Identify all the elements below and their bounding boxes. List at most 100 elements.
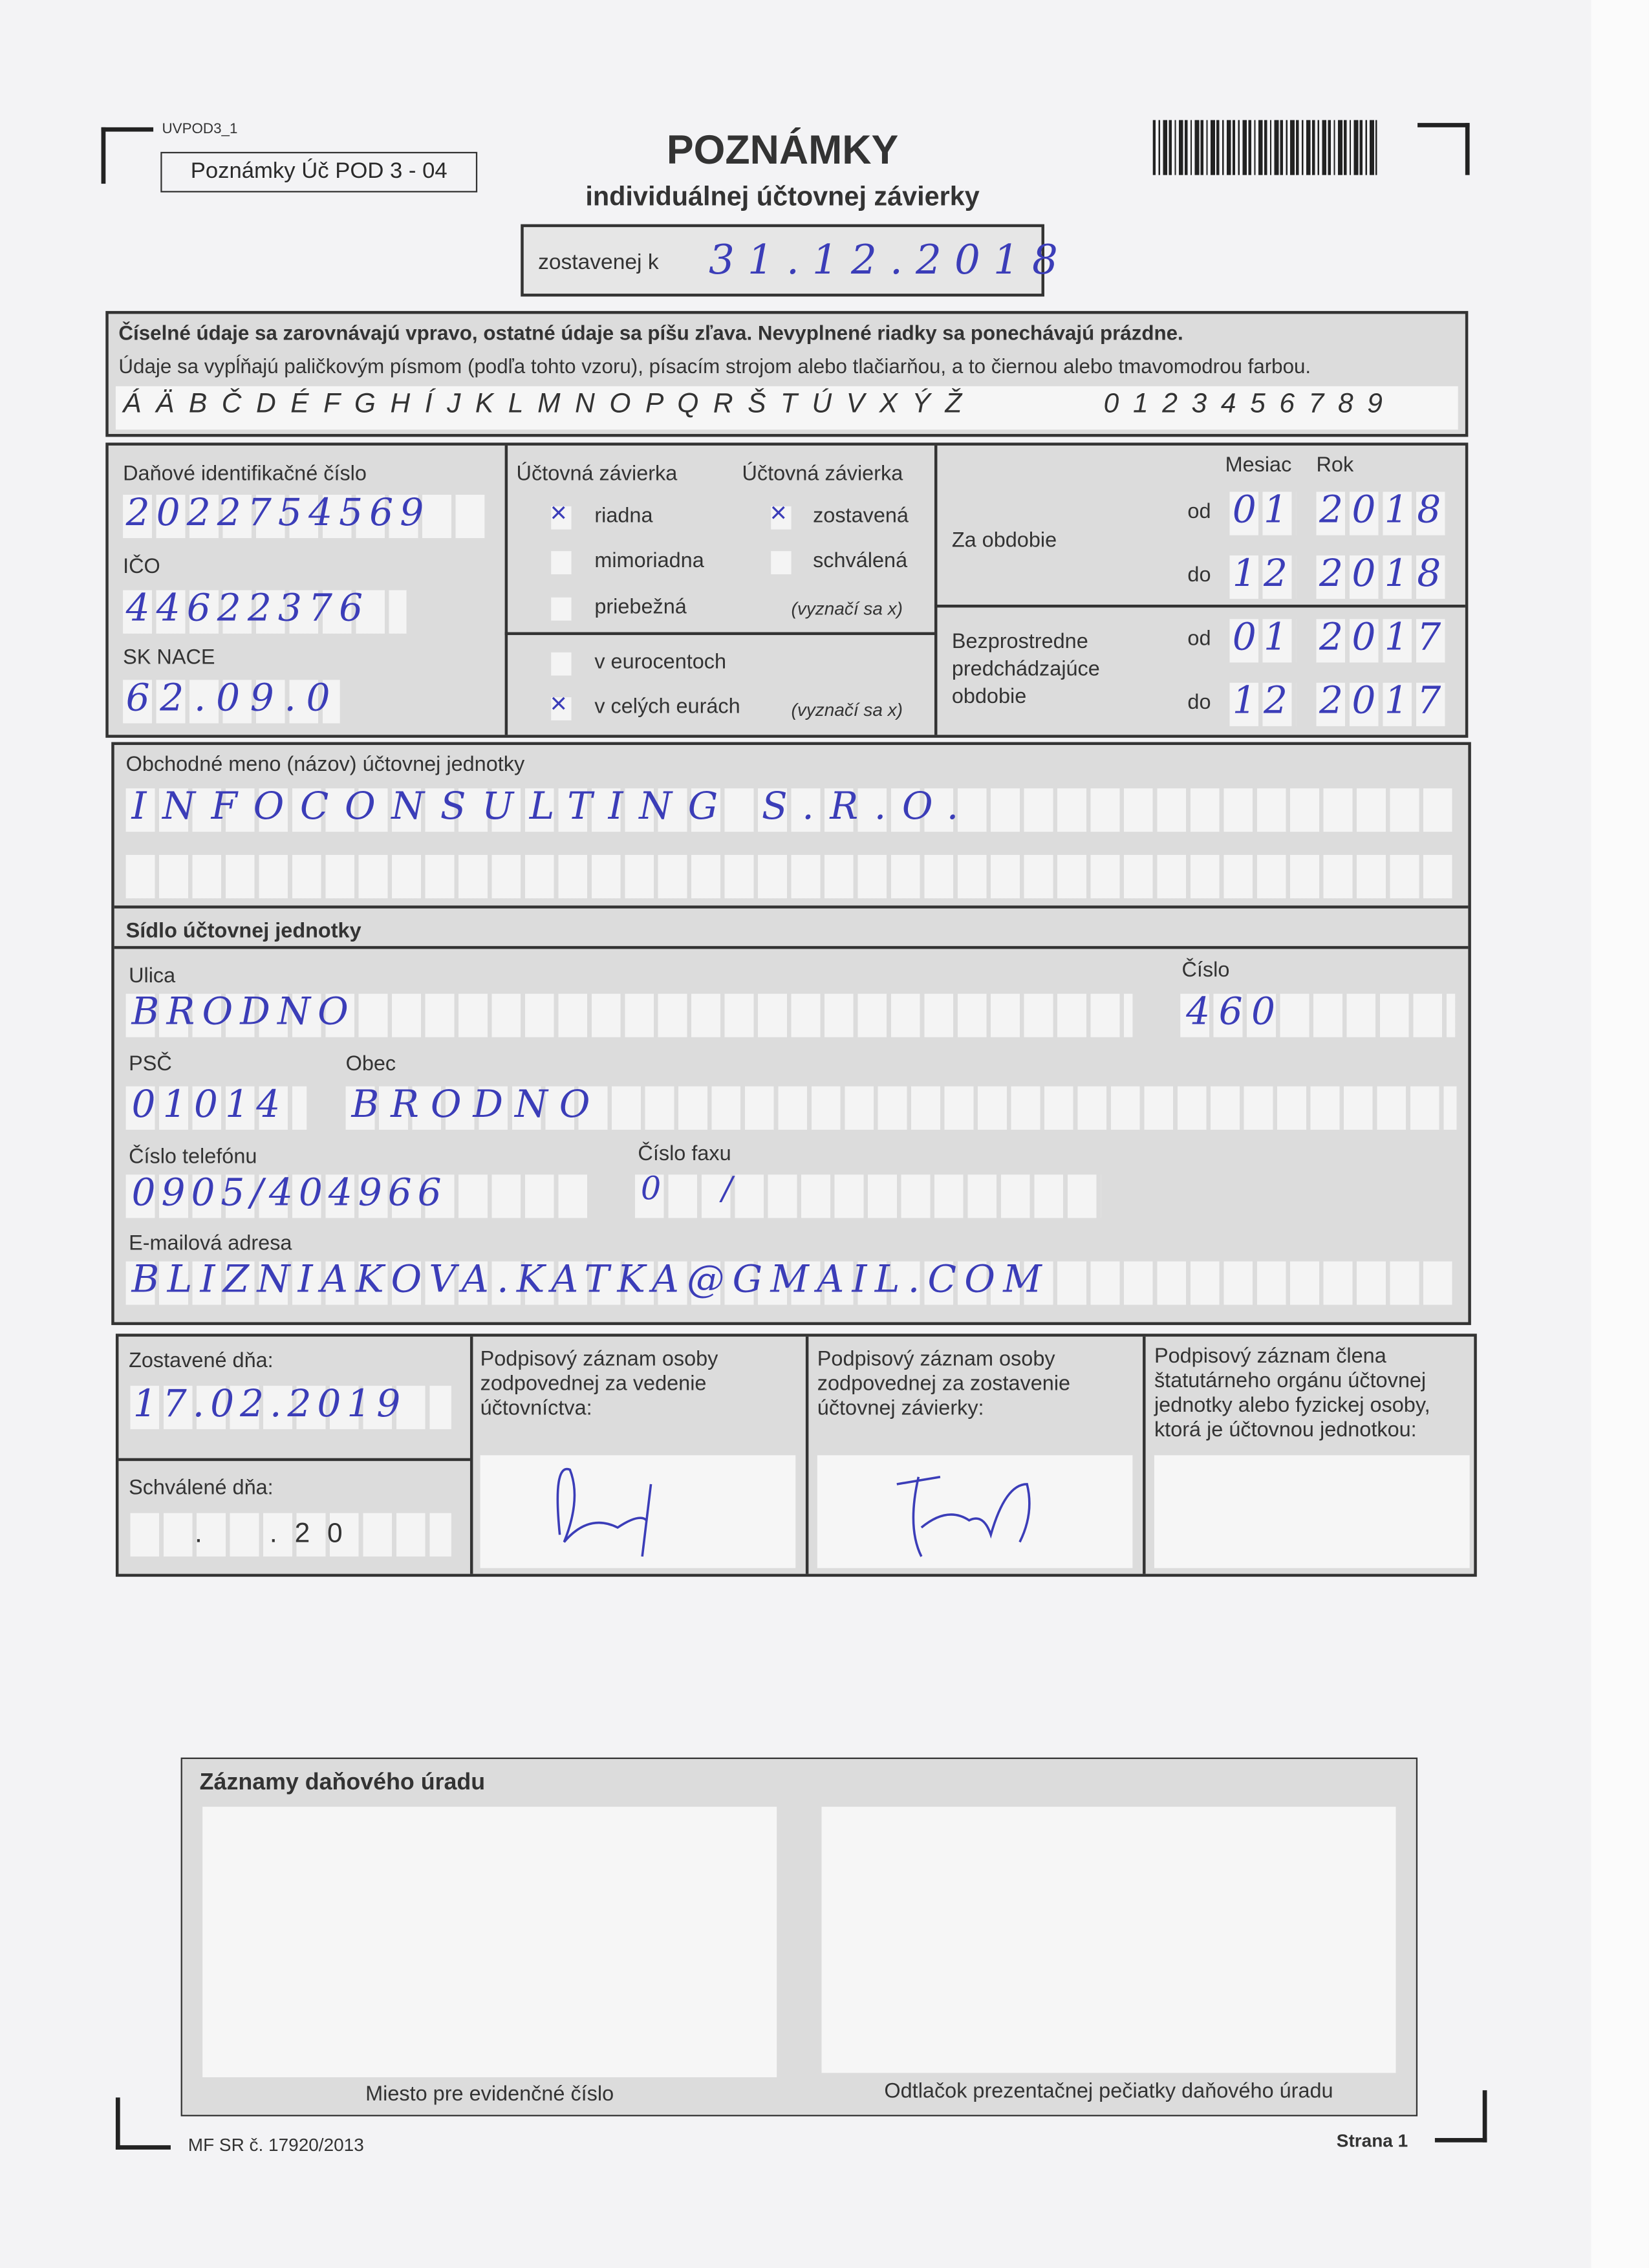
euro-label: v celých eurách <box>594 695 740 719</box>
signature-scribble <box>556 1467 652 1557</box>
page-number: Strana 1 <box>1336 2130 1408 2152</box>
prev-from-month[interactable]: 01 <box>1229 616 1297 663</box>
tax-office-box: Záznamy daňového úradu Miesto pre eviden… <box>180 1757 1418 2117</box>
statement-state-title: Účtovná závierka <box>742 462 903 486</box>
compiled-date-box: zostavenej k 31.12.2018 <box>521 224 1058 297</box>
sig2-area <box>817 1455 1133 1568</box>
corner-mark <box>1417 123 1470 175</box>
nace-field[interactable]: 62.09.0 <box>123 677 340 724</box>
signature-scribble <box>896 1476 1031 1557</box>
compiled-on-label: Zostavené dňa: <box>129 1349 274 1373</box>
zostavena-label: zostavená <box>813 504 909 528</box>
to-label: do <box>1187 691 1211 715</box>
zip-field[interactable]: 01014 <box>125 1083 307 1130</box>
page-subtitle: individuálnej účtovnej závierky <box>585 180 980 211</box>
instructions-box: Číselné údaje sa zarovnávajú vpravo, ost… <box>105 310 1469 437</box>
mark-note: (vyznačí sa x) <box>791 599 903 620</box>
approved-on-field[interactable]: . .20 <box>130 1513 451 1557</box>
street-field[interactable]: BRODNO <box>125 991 1133 1037</box>
registration-number-area <box>202 1806 777 2078</box>
city-field[interactable]: BRODNO <box>345 1083 1457 1130</box>
page-title: POZNÁMKY <box>666 127 899 173</box>
corner-mark <box>115 2097 171 2150</box>
identification-box: Daňové identifikačné číslo 2022754569 IČ… <box>105 442 1469 738</box>
email-label: E-mailová adresa <box>129 1232 292 1256</box>
city-label: Obec <box>345 1053 396 1077</box>
current-from-month[interactable]: 01 <box>1229 489 1297 535</box>
sig1-area <box>480 1455 796 1568</box>
statement-type-title: Účtovná závierka <box>516 462 678 486</box>
zostavena-checkbox[interactable]: × <box>770 497 792 530</box>
phone-label: Číslo telefónu <box>129 1145 257 1169</box>
current-to-month[interactable]: 12 <box>1229 552 1297 599</box>
prev-from-year[interactable]: 2017 <box>1316 616 1450 663</box>
instructions-line2: Údaje sa vypĺňajú paličkovým písmom (pod… <box>118 354 1311 378</box>
sig3-area <box>1154 1455 1470 1568</box>
approved-on-label: Schválené dňa: <box>129 1476 274 1500</box>
corner-mark <box>101 127 154 184</box>
to-label: do <box>1187 564 1211 588</box>
sig3-label: Podpisový záznam člena štatutárneho orgá… <box>1154 1345 1430 1443</box>
euro-checkbox[interactable]: × <box>550 689 572 720</box>
ico-field[interactable]: 44622376 <box>123 587 407 634</box>
zip-label: PSČ <box>129 1053 172 1077</box>
compiled-label: zostavenej k <box>538 250 659 275</box>
prev-to-year[interactable]: 2017 <box>1316 680 1450 726</box>
signatures-box: Zostavené dňa: 17.02.2019 Schválené dňa:… <box>115 1334 1477 1577</box>
entity-name-label: Obchodné meno (názov) účtovnej jednotky <box>125 753 525 777</box>
entity-name-field-2[interactable] <box>125 854 1457 899</box>
mimoriadna-label: mimoriadna <box>594 549 704 573</box>
sample-digits: 0 1 2 3 4 5 6 7 8 9 <box>1103 389 1386 420</box>
mimoriadna-checkbox[interactable] <box>551 551 572 575</box>
from-label: od <box>1187 500 1211 524</box>
eurocent-label: v eurocentoch <box>594 651 727 675</box>
compiled-on-field[interactable]: 17.02.2019 <box>130 1383 451 1429</box>
dic-field[interactable]: 2022754569 <box>123 492 485 539</box>
mark-note: (vyznačí sa x) <box>791 700 903 720</box>
street-label: Ulica <box>129 964 176 988</box>
corner-mark <box>1434 2090 1487 2143</box>
current-to-year[interactable]: 2018 <box>1316 552 1450 599</box>
prev-to-month[interactable]: 12 <box>1229 680 1297 726</box>
current-from-year[interactable]: 2018 <box>1316 489 1450 535</box>
page-edge <box>1591 0 1649 2268</box>
sig1-label: Podpisový záznam osoby zodpovednej za ve… <box>480 1348 718 1421</box>
form-name-box: Poznámky Úč POD 3 - 04 <box>160 151 478 193</box>
previous-period-label: Bezprostredne predchádzajúce obdobie <box>951 631 1100 709</box>
schvalena-label: schválená <box>813 549 908 573</box>
form-code: UVPOD3_1 <box>162 121 238 138</box>
phone-field[interactable]: 0905/404966 <box>125 1172 592 1218</box>
number-label: Číslo <box>1181 958 1230 982</box>
riadna-checkbox[interactable]: × <box>550 497 572 530</box>
priebezna-checkbox[interactable] <box>551 597 572 621</box>
seat-label: Sídlo účtovnej jednotky <box>125 920 361 944</box>
barcode <box>1152 120 1377 175</box>
entity-box: Obchodné meno (názov) účtovnej jednotky … <box>111 742 1471 1325</box>
registration-number-caption: Miesto pre evidenčné číslo <box>365 2082 614 2106</box>
from-label: od <box>1187 627 1211 651</box>
riadna-label: riadna <box>594 504 653 528</box>
fax-label: Číslo faxu <box>638 1143 731 1166</box>
year-label: Rok <box>1316 454 1354 478</box>
current-period-label: Za obdobie <box>951 529 1057 553</box>
sample-letters: Á Ä B Č D É F G H Í J K L M N O P Q R Š … <box>123 389 965 420</box>
nace-label: SK NACE <box>123 646 215 670</box>
email-field[interactable]: BLIZNIAKOVA.KATKA@GMAIL.COM <box>125 1258 1457 1305</box>
footer-reference: MF SR č. 17920/2013 <box>188 2135 364 2155</box>
schvalena-checkbox[interactable] <box>771 551 792 575</box>
compiled-date: 31.12.2018 <box>709 235 1071 284</box>
sig2-label: Podpisový záznam osoby zodpovednej za zo… <box>817 1348 1071 1421</box>
priebezna-label: priebežná <box>594 596 687 620</box>
entity-name-field[interactable]: INFOCONSULTING S.R.O. <box>125 786 1457 832</box>
number-field[interactable]: 460 <box>1180 991 1456 1037</box>
instructions-line1: Číselné údaje sa zarovnávajú vpravo, ost… <box>118 321 1183 345</box>
eurocent-checkbox[interactable] <box>551 652 572 676</box>
stamp-caption: Odtlačok prezentačnej pečiatky daňového … <box>884 2080 1333 2104</box>
stamp-area <box>821 1806 1396 2073</box>
ico-label: IČO <box>123 555 160 579</box>
tax-office-title: Záznamy daňového úradu <box>199 1770 486 1795</box>
month-label: Mesiac <box>1225 454 1292 478</box>
dic-label: Daňové identifikačné číslo <box>123 462 367 486</box>
fax-field[interactable]: 0 / <box>634 1172 1101 1218</box>
